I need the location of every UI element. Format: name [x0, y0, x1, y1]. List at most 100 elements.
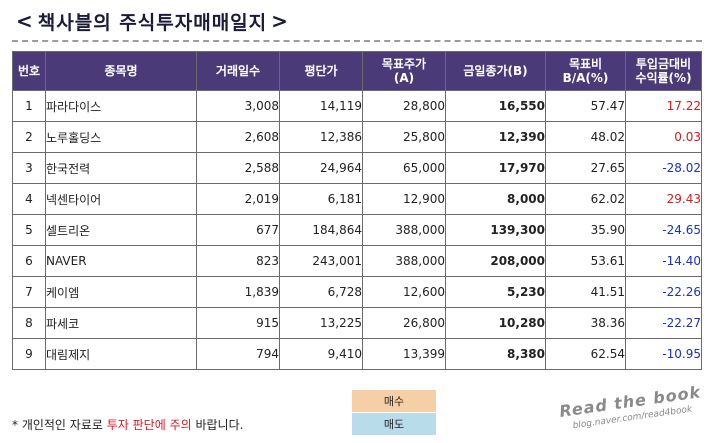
header-days: 거래일수	[196, 51, 280, 91]
table-row: 1 파라다이스 3,008 14,119 28,800 16,550 57.47 17.22	[12, 90, 702, 122]
cell-no: 9	[12, 338, 46, 370]
cell-return: 29.43	[625, 183, 702, 215]
cell-no: 6	[12, 245, 46, 277]
cell-no: 8	[12, 307, 46, 339]
cell-no: 3	[12, 152, 46, 184]
cell-target-price: 12,900	[362, 183, 446, 215]
cell-close-price: 8,380	[445, 338, 546, 370]
cell-avg-price: 14,119	[279, 90, 363, 122]
legend-sell: 매도	[352, 413, 436, 435]
cell-avg-price: 243,001	[279, 245, 363, 277]
cell-target-ratio: 62.54	[545, 338, 626, 370]
cell-close-price: 8,000	[445, 183, 546, 215]
cell-target-ratio: 48.02	[545, 121, 626, 153]
cell-name: NAVER	[45, 245, 197, 277]
cell-name: 넥센타이어	[45, 183, 197, 215]
title-divider	[12, 40, 702, 42]
cell-avg-price: 12,386	[279, 121, 363, 153]
cell-target-ratio: 57.47	[545, 90, 626, 122]
cell-target-price: 13,399	[362, 338, 446, 370]
disclaimer-highlight: 투자 판단에 주의	[106, 418, 192, 432]
header-return: 투입금대비 수익률(%)	[625, 51, 702, 91]
table-row: 4 넥센타이어 2,019 6,181 12,900 8,000 62.02 29.43	[12, 183, 702, 215]
legend-buy: 매수	[352, 390, 436, 412]
cell-avg-price: 184,864	[279, 214, 363, 246]
cell-target-price: 388,000	[362, 245, 446, 277]
table-row: 8 파세코 915 13,225 26,800 10,280 38.36 -22.27	[12, 307, 702, 339]
cell-days: 2,608	[196, 121, 280, 153]
header-close-price: 금일종가(B)	[445, 51, 546, 91]
header-name: 종목명	[45, 51, 197, 91]
cell-avg-price: 13,225	[279, 307, 363, 339]
chevron-right-icon[interactable]: >	[271, 9, 289, 33]
cell-close-price: 17,970	[445, 152, 546, 184]
header-target-ratio: 목표비 B/A(%)	[545, 51, 626, 91]
cell-no: 7	[12, 276, 46, 308]
cell-name: 셀트리온	[45, 214, 197, 246]
cell-return: 0.03	[625, 121, 702, 153]
cell-target-price: 12,600	[362, 276, 446, 308]
trading-journal-table: 번호 종목명 거래일수 평단가 목표주가 (A) 금일종가(B) 목표비 B/A(%…	[12, 51, 702, 370]
cell-days: 2,588	[196, 152, 280, 184]
cell-close-price: 10,280	[445, 307, 546, 339]
cell-return: -24.65	[625, 214, 702, 246]
table-row: 2 노루홀딩스 2,608 12,386 25,800 12,390 48.02 0.03	[12, 121, 702, 153]
cell-days: 2,019	[196, 183, 280, 215]
cell-no: 2	[12, 121, 46, 153]
cell-return: -22.27	[625, 307, 702, 339]
cell-name: 케이엠	[45, 276, 197, 308]
cell-avg-price: 9,410	[279, 338, 363, 370]
cell-avg-price: 6,728	[279, 276, 363, 308]
cell-close-price: 5,230	[445, 276, 546, 308]
cell-target-price: 65,000	[362, 152, 446, 184]
cell-days: 794	[196, 338, 280, 370]
cell-close-price: 139,300	[445, 214, 546, 246]
cell-no: 4	[12, 183, 46, 215]
cell-no: 1	[12, 90, 46, 122]
cell-close-price: 208,000	[445, 245, 546, 277]
cell-close-price: 12,390	[445, 121, 546, 153]
header-avg-price: 평단가	[279, 51, 363, 91]
cell-return: 17.22	[625, 90, 702, 122]
table-row: 3 한국전력 2,588 24,964 65,000 17,970 27.65 -28.02	[12, 152, 702, 184]
cell-avg-price: 6,181	[279, 183, 363, 215]
cell-close-price: 16,550	[445, 90, 546, 122]
table-row: 9 대림제지 794 9,410 13,399 8,380 62.54 -10.95	[12, 338, 702, 370]
cell-return: -14.40	[625, 245, 702, 277]
cell-target-price: 388,000	[362, 214, 446, 246]
cell-return: -10.95	[625, 338, 702, 370]
table-header-row: 번호 종목명 거래일수 평단가 목표주가 (A) 금일종가(B) 목표비 B/A(%…	[12, 51, 702, 91]
cell-days: 3,008	[196, 90, 280, 122]
page-title: < 책사블의 주식투자매매일지 >	[12, 6, 293, 36]
cell-target-ratio: 41.51	[545, 276, 626, 308]
cell-return: -22.26	[625, 276, 702, 308]
cell-target-ratio: 27.65	[545, 152, 626, 184]
cell-days: 677	[196, 214, 280, 246]
cell-target-ratio: 35.90	[545, 214, 626, 246]
cell-name: 대림제지	[45, 338, 197, 370]
cell-no: 5	[12, 214, 46, 246]
blog-watermark: Read the book blog.naver.com/read4book	[555, 382, 708, 434]
cell-days: 1,839	[196, 276, 280, 308]
cell-avg-price: 24,964	[279, 152, 363, 184]
table-row: 6 NAVER 823 243,001 388,000 208,000 53.61 -14.4…	[12, 245, 702, 277]
cell-target-price: 25,800	[362, 121, 446, 153]
cell-target-ratio: 53.61	[545, 245, 626, 277]
chevron-left-icon[interactable]: <	[16, 9, 34, 33]
cell-target-ratio: 38.36	[545, 307, 626, 339]
header-no: 번호	[12, 51, 46, 91]
page-title-text: 책사블의 주식투자매매일지	[37, 11, 268, 34]
cell-target-price: 28,800	[362, 90, 446, 122]
header-target-price: 목표주가 (A)	[362, 51, 446, 91]
cell-name: 노루홀딩스	[45, 121, 197, 153]
cell-days: 823	[196, 245, 280, 277]
cell-target-ratio: 62.02	[545, 183, 626, 215]
cell-days: 915	[196, 307, 280, 339]
cell-name: 파세코	[45, 307, 197, 339]
disclaimer-note: * 개인적인 자료로 투자 판단에 주의 바랍니다.	[12, 418, 244, 432]
cell-name: 한국전력	[45, 152, 197, 184]
cell-name: 파라다이스	[45, 90, 197, 122]
table-row: 7 케이엠 1,839 6,728 12,600 5,230 41.51 -22.26	[12, 276, 702, 308]
cell-target-price: 26,800	[362, 307, 446, 339]
cell-return: -28.02	[625, 152, 702, 184]
